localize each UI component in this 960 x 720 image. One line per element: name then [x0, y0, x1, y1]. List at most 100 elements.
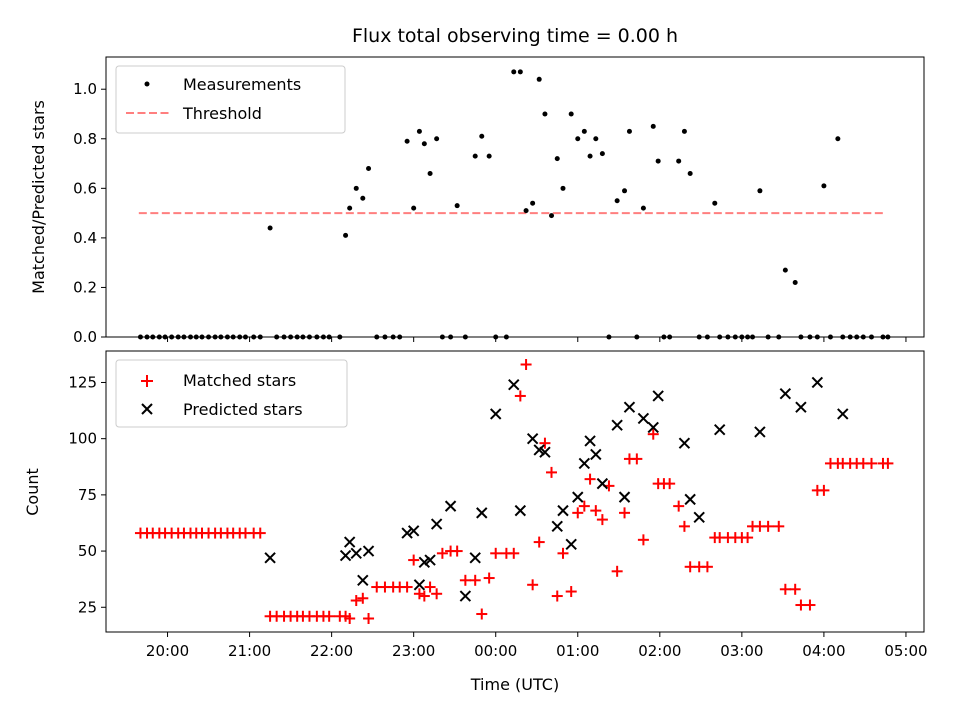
measurement-point	[353, 185, 359, 191]
matched-star-point	[551, 590, 563, 602]
y-tick-label: 0.2	[73, 278, 97, 296]
measurement-point	[792, 279, 798, 285]
measurement-point	[712, 200, 718, 206]
matched-star-point	[596, 514, 608, 526]
matched-star-point	[773, 520, 785, 532]
count-y-axis-label: Count	[23, 468, 42, 516]
predicted-star-point	[572, 491, 584, 503]
measurement-point	[360, 195, 366, 201]
ratio-y-axis-label: Matched/Predicted stars	[29, 100, 48, 294]
measurement-point	[427, 170, 433, 176]
matched-star-point	[344, 613, 356, 625]
measurement-point	[347, 205, 353, 211]
matched-star-point	[357, 592, 369, 604]
y-tick-label: 50	[78, 542, 97, 560]
ratio-plot-frame	[105, 56, 925, 338]
matched-star-point	[882, 457, 894, 469]
measurement-point	[650, 123, 656, 129]
predicted-star-point	[401, 527, 413, 539]
measurement-point	[568, 111, 574, 117]
matched-star-point	[742, 532, 754, 544]
predicted-star-point	[590, 448, 602, 461]
measurement-point	[530, 200, 536, 206]
measurement-point	[472, 153, 478, 159]
matched-star-point	[611, 565, 623, 577]
y-tick-label: 0.4	[73, 229, 97, 247]
matched-star-point	[804, 599, 816, 611]
x-tick-label: 04:00	[802, 642, 845, 660]
matched-star-point	[678, 520, 690, 532]
count-y-ticks: 25 50 75 100 125	[68, 373, 106, 616]
y-tick-label: 125	[68, 373, 97, 391]
x-axis-label: Time (UTC)	[470, 675, 559, 694]
matched-star-point	[673, 500, 685, 512]
x-tick-label: 20:00	[146, 642, 189, 660]
measurement-point	[676, 158, 682, 164]
predicted-star-point	[779, 388, 792, 400]
matched-star-point	[533, 536, 545, 548]
matched-star-point	[527, 579, 539, 591]
x-tick-label: 03:00	[720, 642, 763, 660]
predicted-star-point	[811, 376, 824, 389]
measurement-point	[411, 205, 417, 211]
matched-star-point	[363, 613, 375, 625]
predicted-star-point	[678, 437, 691, 449]
count-x-ticks: 20:00 21:00 22:00 23:00 00:00 01:00 02:00 03:00…	[146, 632, 928, 660]
predicted-star-point	[407, 525, 420, 537]
measurement-point	[782, 267, 788, 273]
predicted-star-point	[596, 477, 609, 490]
measurement-point	[523, 208, 529, 214]
x-tick-label: 21:00	[228, 642, 271, 660]
matched-star-point	[431, 588, 443, 600]
count-legend-box	[115, 359, 348, 428]
y-tick-label: 1.0	[73, 80, 97, 98]
matched-star-point	[590, 505, 602, 517]
matched-star-point	[514, 390, 526, 402]
measurement-point	[517, 69, 523, 75]
y-tick-label: 25	[78, 598, 97, 616]
matched-star-point	[779, 583, 791, 595]
predicted-star-point	[584, 435, 596, 447]
measurement-point	[416, 128, 422, 134]
predicted-star-point	[526, 432, 539, 445]
measurement-point	[434, 136, 440, 142]
predicted-star-point	[754, 426, 766, 438]
matched-star-point	[424, 581, 436, 593]
y-tick-label: 0.6	[73, 179, 97, 197]
y-tick-label: 100	[68, 430, 97, 448]
matched-star-point	[637, 534, 649, 546]
y-tick-label: 75	[78, 486, 97, 504]
predicted-star-point	[837, 408, 849, 420]
x-tick-label: 22:00	[310, 642, 353, 660]
measurement-point	[536, 76, 542, 82]
measurement-point	[614, 198, 620, 204]
matched-star-point	[664, 478, 676, 490]
measurement-point	[267, 225, 273, 231]
predicted-star-point	[264, 552, 276, 564]
matched-star-point	[701, 561, 713, 573]
predicted-star-point	[611, 419, 623, 431]
y-tick-label: 0.0	[73, 328, 97, 346]
measurement-point	[404, 138, 410, 144]
measurement-point	[640, 205, 646, 211]
matched-star-point	[418, 590, 430, 602]
legend-label-matched: Matched stars	[183, 371, 296, 390]
measurement-point	[687, 170, 693, 176]
predicted-star-point	[618, 491, 631, 503]
measurement-point	[593, 136, 599, 142]
matched-star-point	[483, 572, 495, 584]
matched-star-point	[762, 520, 774, 532]
x-tick-label: 02:00	[638, 642, 681, 660]
predicted-star-point	[339, 549, 352, 562]
measurement-point	[626, 128, 632, 134]
predicted-star-point	[578, 457, 591, 470]
predicted-star-point	[444, 500, 457, 512]
predicted-star-point	[343, 536, 356, 548]
matched-star-point	[401, 581, 413, 593]
measurement-point	[486, 153, 492, 159]
legend-label-predicted: Predicted stars	[183, 400, 303, 419]
legend-marker-matched	[141, 375, 153, 387]
matched-star-point	[539, 437, 551, 449]
matched-star-point	[578, 500, 590, 512]
measurement-point	[581, 128, 587, 134]
